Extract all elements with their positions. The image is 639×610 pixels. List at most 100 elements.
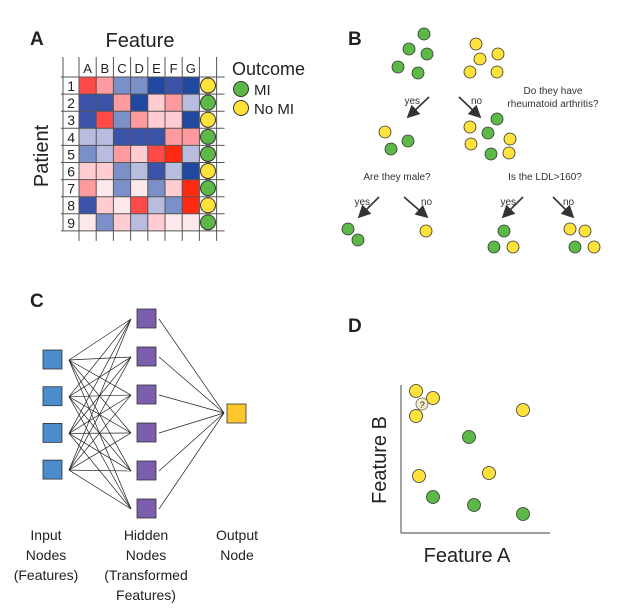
column-label: C	[117, 61, 126, 76]
edge-hidden-output	[158, 412, 225, 510]
yes-label: yes	[404, 96, 420, 107]
arrow	[406, 96, 430, 119]
edge-input-hidden	[68, 396, 132, 472]
yes-label: yes	[354, 197, 370, 208]
patient-label: Patient	[31, 124, 53, 187]
yes-label: yes	[500, 197, 516, 208]
panel-d: D Feature A Feature B ?	[348, 316, 550, 567]
edge-hidden-output	[158, 394, 225, 414]
heatmap-cell	[147, 179, 165, 197]
edge-input-hidden	[68, 318, 132, 471]
question-ra-line1: Do they have	[524, 86, 583, 97]
decision-tree	[341, 27, 601, 254]
heatmap-cell	[130, 145, 148, 163]
patient-mi-marker	[481, 126, 495, 140]
patient-mi-marker	[351, 233, 365, 247]
heatmap-cell	[130, 179, 148, 197]
no-mi-point	[409, 409, 423, 423]
heatmap-cell	[130, 94, 148, 112]
scatter-points	[409, 384, 530, 521]
input-node	[42, 459, 63, 480]
heatmap-cell	[182, 77, 200, 95]
outcome-marker	[200, 111, 216, 128]
unknown-mark: ?	[419, 400, 424, 410]
patient-no-mi-marker	[463, 65, 477, 79]
edge-input-hidden	[68, 469, 132, 472]
heatmap-cell	[113, 94, 131, 112]
patient-mi-marker	[391, 60, 405, 74]
arrow	[403, 196, 429, 219]
heatmap-cell	[165, 128, 183, 146]
neural-network	[42, 308, 247, 519]
edge-input-hidden	[68, 356, 132, 471]
edge-input-hidden	[68, 394, 132, 398]
outcome-marker	[200, 145, 216, 162]
heatmap-cell	[113, 128, 131, 146]
edge-input-hidden	[68, 359, 132, 510]
patient-mi-marker	[341, 222, 355, 236]
patient-mi-marker	[568, 240, 582, 254]
edge-hidden-output	[158, 412, 225, 434]
heatmap-cell	[113, 111, 131, 129]
edge-input-hidden	[68, 469, 132, 510]
hidden-node	[136, 460, 157, 481]
patient-mi-marker	[490, 112, 504, 126]
input-label-3: (Features)	[14, 567, 79, 583]
heatmap-cell	[147, 128, 165, 146]
outcome-marker	[200, 77, 216, 94]
outcome-marker	[200, 180, 216, 197]
outcome-marker	[200, 94, 216, 111]
heatmap-cell	[79, 179, 97, 197]
legend-title: Outcome	[232, 59, 305, 79]
edge-input-hidden	[68, 433, 132, 510]
heatmap-cell	[147, 162, 165, 180]
column-label: F	[170, 61, 178, 76]
hidden-label-1: Hidden	[124, 527, 168, 543]
row-label: 8	[67, 198, 75, 214]
patient-mi-marker	[417, 27, 431, 41]
heatmap-cell	[130, 162, 148, 180]
heatmap-cell	[96, 128, 114, 146]
patient-no-mi-marker	[490, 65, 504, 79]
heatmap-cell	[130, 128, 148, 146]
input-node	[42, 386, 63, 407]
patient-no-mi-marker	[506, 240, 520, 254]
outcome-marker	[200, 163, 216, 180]
hidden-node	[136, 384, 157, 405]
heatmap-cell	[147, 213, 165, 231]
heatmap-cell	[147, 145, 165, 163]
heatmap-cell	[79, 145, 97, 163]
row-label: 6	[67, 164, 75, 180]
row-label: 7	[67, 181, 75, 197]
heatmap-cell	[165, 213, 183, 231]
edge-input-hidden	[68, 318, 132, 434]
no-label: no	[563, 197, 575, 208]
hidden-node	[136, 346, 157, 367]
row-label: 4	[67, 129, 75, 145]
edge-input-hidden	[68, 359, 132, 434]
heatmap-cell	[165, 162, 183, 180]
row-label: 1	[67, 78, 75, 94]
input-node	[42, 422, 63, 443]
patient-no-mi-marker	[469, 37, 483, 51]
arrow	[552, 196, 575, 219]
mi-point	[426, 490, 440, 504]
column-label: B	[100, 61, 109, 76]
heatmap-cell	[147, 77, 165, 95]
y-axis-label: Feature B	[369, 416, 391, 504]
input-label-2: Nodes	[26, 547, 66, 563]
patient-mi-marker	[497, 224, 511, 238]
heatmap-cell	[79, 77, 97, 95]
patient-mi-marker	[402, 42, 416, 56]
hidden-node	[136, 498, 157, 519]
heatmap-cell	[113, 213, 131, 231]
patient-no-mi-marker	[473, 52, 487, 66]
heatmap-cell	[96, 213, 114, 231]
heatmap-cell	[130, 77, 148, 95]
heatmap-cell	[113, 196, 131, 214]
mi-point	[462, 430, 476, 444]
legend-no-mi-label: No MI	[254, 101, 294, 118]
patient-mi-marker	[420, 47, 434, 61]
heatmap-cell	[79, 128, 97, 146]
